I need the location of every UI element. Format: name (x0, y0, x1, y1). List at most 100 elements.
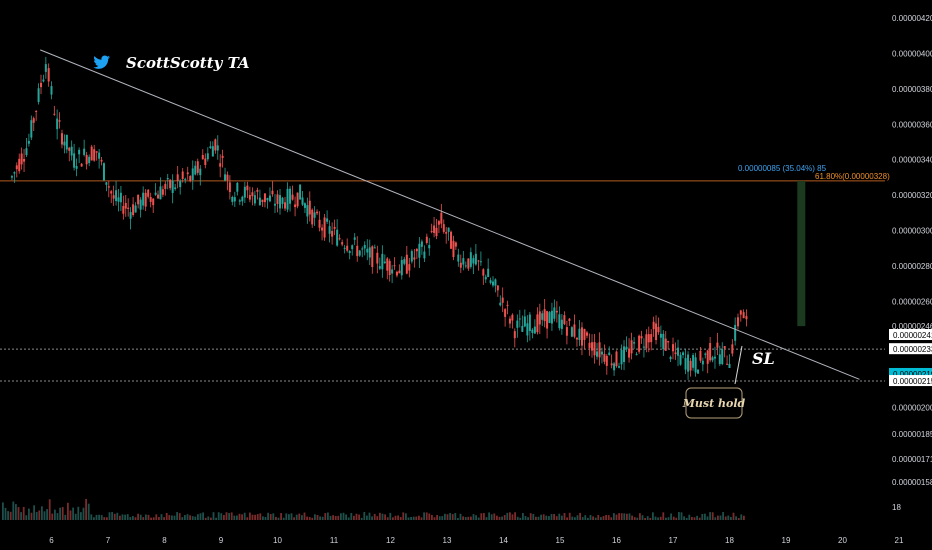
candle (474, 253, 477, 265)
candle (206, 153, 209, 160)
volume-bar (613, 513, 615, 520)
candle (640, 336, 643, 339)
price-axis[interactable]: 0.00000420 0.00000400 0.00000380 0.00000360… (892, 14, 932, 512)
volume-bar (652, 512, 654, 520)
candle (677, 347, 680, 356)
candle (95, 151, 98, 153)
volume-bar (142, 517, 145, 520)
candle (279, 195, 282, 209)
sl-annotation: SL (734, 345, 775, 385)
volume-bar (225, 512, 228, 520)
candle (194, 165, 197, 175)
candle (181, 171, 184, 180)
candle (391, 269, 394, 274)
time-tick: 16 (612, 536, 621, 545)
candle (605, 355, 608, 366)
candle (246, 185, 249, 191)
volume-bar (678, 512, 680, 520)
trendline[interactable] (40, 49, 860, 380)
volume-bar (173, 515, 176, 520)
price-tag-bg (889, 329, 932, 341)
must-hold-callout[interactable]: Must hold (682, 387, 746, 419)
time-axis[interactable]: 6 7 8 9 10 11 12 13 14 15 16 17 18 19 20 21 (49, 536, 904, 545)
candle (721, 349, 724, 365)
candle (745, 316, 748, 320)
volume-bar (490, 514, 493, 520)
volume-bar (581, 517, 584, 520)
volume-bar (402, 512, 405, 520)
candle (368, 247, 371, 258)
volume-bar (327, 512, 329, 520)
candle (565, 327, 568, 336)
volume-bar (454, 512, 457, 520)
price-tick: 0.00000260 (892, 297, 932, 306)
candle (570, 327, 573, 337)
candle (608, 352, 611, 355)
candle (588, 342, 591, 349)
candle (398, 270, 401, 274)
volume-bar (106, 517, 108, 520)
volume-bar (428, 513, 431, 520)
time-tick: 20 (838, 536, 847, 545)
candle (630, 340, 633, 354)
volume-bar (72, 507, 74, 520)
volume-bar (41, 506, 43, 520)
volume-bar (303, 512, 306, 520)
candle (536, 314, 539, 333)
price-tick: 0.00000360 (892, 120, 932, 129)
volume-bar (264, 517, 267, 520)
volume-bar (506, 512, 509, 520)
volume-bar (649, 517, 652, 520)
candle (689, 360, 692, 371)
candle (164, 183, 167, 189)
candle (199, 168, 202, 176)
volume-bar (431, 514, 433, 520)
volume-bar (337, 515, 340, 520)
volume-bar (683, 516, 685, 520)
candle (348, 251, 351, 254)
candle (184, 178, 187, 180)
candle (83, 148, 86, 155)
volume-bar (152, 517, 155, 520)
candle (110, 191, 113, 194)
candle (271, 190, 274, 195)
volume-bar (436, 514, 438, 520)
volume-bar (30, 512, 33, 520)
volume-bar (423, 512, 425, 520)
horizontal-levels (0, 180, 885, 382)
volume-bar (722, 512, 724, 520)
candle (341, 242, 344, 245)
volume-bar (459, 513, 462, 520)
volume-bar (579, 512, 581, 520)
volume-bar (207, 516, 210, 520)
candle (326, 218, 329, 222)
volume-bar (420, 517, 423, 520)
volume-bar (657, 517, 659, 520)
candle (63, 141, 66, 146)
candle (85, 154, 88, 165)
volume-bar (706, 516, 709, 520)
price-tag-bg (889, 343, 932, 355)
candle (75, 166, 78, 169)
volume-bar (54, 509, 56, 520)
price-tick: 0.00000158 (892, 478, 932, 487)
volume-bar (519, 517, 522, 520)
candle (376, 252, 379, 264)
candle (615, 351, 618, 367)
time-tick: 12 (386, 536, 395, 545)
volume-bar (610, 517, 613, 520)
measure-box[interactable] (797, 180, 806, 327)
candle (583, 328, 586, 340)
volume-bar (67, 502, 69, 520)
volume-bar (259, 513, 262, 520)
candle (459, 262, 462, 268)
candle (563, 315, 566, 325)
candle (139, 199, 142, 210)
candle (674, 352, 677, 355)
price-tick: 0.00000380 (892, 85, 932, 94)
candle (299, 184, 302, 200)
volume-bar (158, 516, 160, 520)
volume-bar (324, 513, 327, 520)
candle (506, 304, 509, 306)
